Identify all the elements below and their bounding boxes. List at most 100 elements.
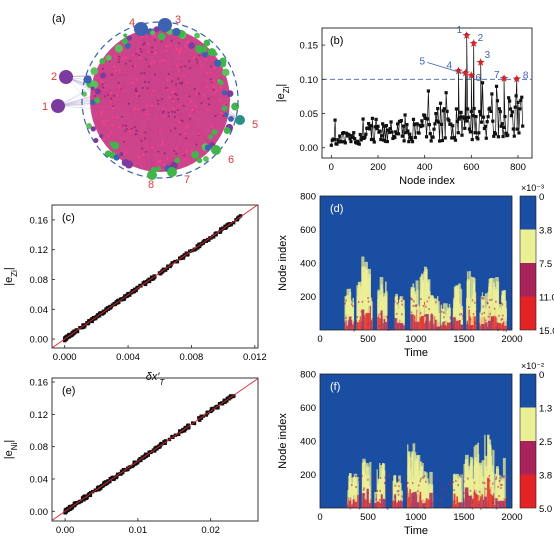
heatmap-cell [484, 496, 487, 508]
data-point [458, 115, 462, 119]
data-point [470, 137, 474, 142]
heatmap-cell [461, 324, 464, 327]
x-tick-label: 0.004 [116, 352, 140, 363]
plot-frame [319, 373, 513, 509]
network-node [179, 48, 182, 51]
heatmap-cell [420, 283, 425, 330]
heatmap-cell [426, 300, 429, 303]
heatmap-cell [470, 307, 474, 330]
heatmap-cell [462, 314, 464, 317]
heatmap-cell [372, 477, 374, 480]
data-point [354, 141, 359, 145]
heatmap-cell [444, 493, 447, 496]
data-point [455, 119, 459, 124]
data-point [186, 252, 190, 257]
network-node [140, 139, 143, 142]
network-node [167, 115, 170, 118]
network-node [110, 97, 113, 100]
network-node [157, 150, 160, 153]
heatmap-cell [475, 310, 478, 313]
heatmap-cell [353, 329, 355, 332]
heatmap-cell [352, 499, 356, 508]
heatmap-cell [407, 444, 409, 508]
data-point [501, 134, 505, 139]
data-point [77, 500, 81, 505]
hub-label: 4 [129, 17, 135, 29]
colorbar-label: 2.5 [539, 437, 552, 448]
data-point [483, 124, 487, 129]
x-tick-label: 200 [370, 162, 386, 173]
heatmap-cell [503, 290, 506, 330]
data-point [502, 76, 506, 80]
network-node [140, 50, 143, 53]
heatmap-cell [498, 486, 503, 508]
network-peripheral-node [119, 152, 124, 157]
data-point [345, 134, 349, 138]
data-point [147, 279, 152, 284]
heatmap-cell [431, 503, 433, 506]
heatmap-cell [356, 316, 359, 319]
data-point [478, 109, 482, 114]
data-point [207, 238, 211, 242]
data-point [464, 116, 468, 120]
data-point [382, 124, 387, 128]
network-node [165, 86, 168, 90]
heatmap-cell [411, 298, 414, 301]
hub-label: 7 [184, 174, 190, 186]
network-panel: (a) 1 2 3 4 5 6 7 8 [42, 13, 258, 191]
network-node [114, 69, 118, 72]
heatmap-cell [410, 287, 413, 330]
data-point [147, 277, 151, 281]
network-node [184, 158, 187, 161]
x-tick-label: 2000 [501, 512, 522, 523]
heatmap-cell [363, 487, 365, 490]
network-node [169, 129, 172, 132]
network-node [189, 67, 192, 70]
heatmap-cell [446, 322, 449, 330]
heatmap-cell [454, 500, 456, 503]
network-node [178, 104, 181, 107]
y-tick-label: 200 [300, 292, 316, 303]
heatmap-cell [355, 475, 357, 478]
network-node [113, 65, 116, 68]
data-point [366, 126, 370, 130]
network-node [137, 155, 140, 159]
network-node [157, 160, 160, 164]
x-tick-label: 500 [360, 334, 376, 345]
y-tick-label: 0.08 [30, 442, 49, 453]
data-point [496, 135, 500, 139]
heatmap-cell [420, 477, 422, 480]
heatmap-cell [446, 307, 449, 330]
network-node [132, 53, 135, 56]
heatmap-cell [425, 480, 427, 483]
data-point [511, 127, 515, 131]
data-point [182, 253, 187, 257]
heatmap-cell [497, 485, 500, 488]
data-point [456, 131, 460, 135]
data-point [395, 132, 399, 136]
data-point [441, 109, 445, 113]
heatmap-cell [386, 507, 389, 510]
data-point [97, 312, 101, 317]
network-node [146, 87, 149, 90]
heatmap-cell [429, 471, 433, 508]
network-node [100, 110, 103, 113]
network-node [135, 52, 138, 56]
data-point [509, 114, 514, 118]
data-point [217, 401, 222, 406]
heatmap-cell [379, 318, 382, 330]
network-node [161, 97, 164, 100]
data-point [332, 138, 336, 142]
network-node [179, 63, 182, 66]
heatmap-cell [481, 460, 485, 508]
data-point [90, 319, 94, 323]
data-point [335, 142, 339, 146]
network-node [190, 150, 193, 153]
network-peripheral-node [204, 144, 212, 151]
heatmap-cell [357, 478, 360, 481]
network-node [184, 65, 187, 68]
network-node [173, 110, 177, 114]
network-hub [51, 99, 65, 113]
hub-label: 2 [51, 71, 57, 83]
network-node [193, 87, 196, 91]
